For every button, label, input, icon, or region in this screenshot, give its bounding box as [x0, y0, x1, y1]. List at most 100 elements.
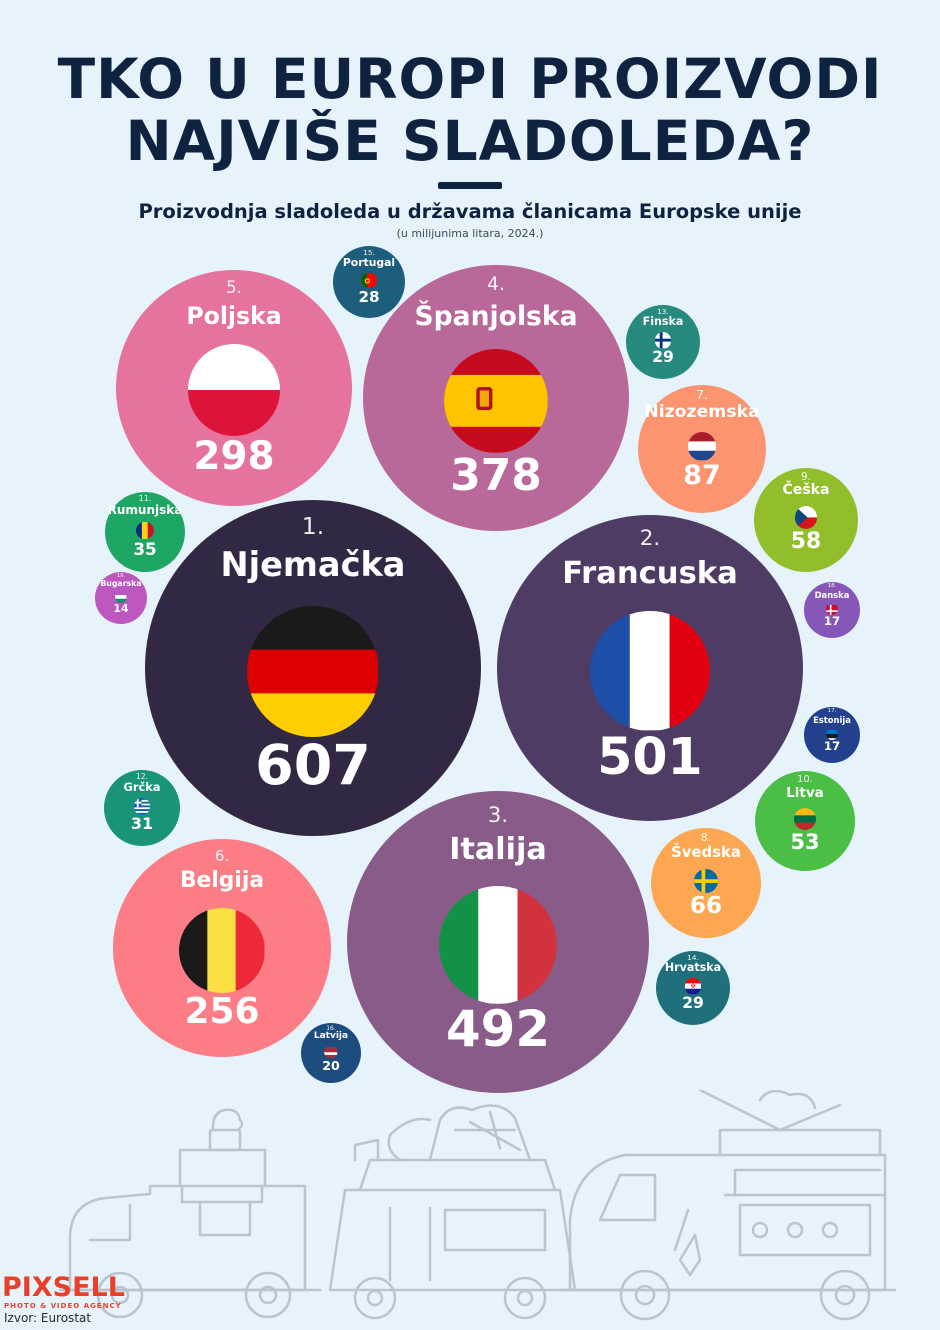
bubble-rank: 19. — [116, 573, 126, 580]
bubble-country-name: Hrvatska — [664, 960, 722, 974]
bubble-rank: 10. — [797, 773, 813, 785]
chart-subtitle: Proizvodnja sladoleda u državama članica… — [138, 200, 802, 223]
unit-note: (u milijunima litara, 2024.) — [396, 227, 544, 240]
bubble-country-name: Češka — [782, 482, 830, 499]
bubble-rank: 9. — [801, 470, 811, 483]
bubble-country-name: Njemačka — [220, 545, 406, 585]
bubble-rank: 3. — [487, 801, 509, 827]
bubble-value: 501 — [597, 727, 703, 787]
bubble-value: 607 — [255, 733, 371, 798]
bubble-value: 35 — [133, 538, 157, 559]
bubble-value: 256 — [184, 990, 260, 1032]
flag-hr-icon — [684, 978, 702, 995]
bubble-value: 29 — [652, 348, 674, 367]
title-line-2: NAJVIŠE SLADOLEDA? — [125, 109, 815, 173]
bubble-country-name: Nizozemska — [644, 402, 760, 423]
bubble-value: 492 — [445, 1000, 550, 1059]
bubble-es: 4. Španjolska 378 — [363, 265, 629, 531]
bubble-country-name: Italija — [449, 831, 547, 867]
bubble-hr: 14. Hrvatska 29 — [656, 951, 730, 1025]
flag-fi-icon — [654, 332, 672, 349]
bubble-rank: 16. — [326, 1024, 336, 1032]
flag-es-icon — [444, 348, 548, 453]
bubble-be: 6. Belgija 256 — [113, 839, 331, 1057]
bubble-country-name: Švedska — [671, 842, 741, 861]
bubble-value: 28 — [358, 287, 380, 306]
bubble-rank: 14. — [687, 952, 699, 962]
bubble-value: 378 — [450, 449, 542, 501]
flag-it-icon — [439, 886, 557, 1004]
flag-ee-icon — [825, 728, 839, 741]
bubble-country-name: Rumunjska — [107, 502, 183, 517]
flag-lt-icon — [794, 808, 816, 830]
bubble-country-name: Estonija — [813, 714, 851, 725]
bubble-rank: 15. — [363, 247, 375, 257]
ice-cream-trucks-illustration — [58, 1090, 897, 1321]
bubble-country-name: Portugal — [342, 255, 396, 269]
flag-pt-icon — [361, 272, 377, 289]
brand-tagline: PHOTO & VIDEO AGENCY — [4, 1302, 122, 1310]
bubble-lv: 16. Latvija 20 — [301, 1023, 361, 1083]
bubble-value: 298 — [193, 433, 275, 479]
bubble-rank: 13. — [657, 306, 669, 316]
bubble-country-name: Bugarska — [100, 579, 142, 589]
flag-fr-icon — [590, 611, 710, 731]
flag-gr-icon — [133, 798, 151, 815]
bubble-value: 87 — [683, 460, 721, 492]
bubble-rank: 12. — [135, 771, 149, 781]
bubble-rank: 7. — [695, 388, 709, 404]
flag-ro-icon — [136, 521, 154, 540]
ice-cream-truck-middle-icon — [328, 1104, 577, 1320]
bubble-value: 17 — [823, 739, 841, 754]
brand-logo: PIXSELL PHOTO & VIDEO AGENCY — [2, 1272, 125, 1311]
flag-nl-icon — [687, 432, 717, 461]
bubble-value: 20 — [322, 1057, 340, 1073]
bubble-value: 53 — [790, 830, 820, 854]
bubble-rank: 5. — [226, 278, 242, 298]
bubble-country-name: Latvija — [313, 1031, 349, 1042]
bubble-ee: 17. Estonija 17 — [804, 707, 860, 763]
bubble-cz: 9. Češka 58 — [754, 468, 858, 572]
title-divider — [438, 182, 502, 189]
bubble-country-name: Danska — [814, 589, 850, 600]
bubble-lt: 10. Litva 53 — [755, 771, 855, 871]
bubble-rank: 11. — [138, 494, 152, 503]
bubble-fr: 2. Francuska 501 — [497, 515, 803, 821]
page-title: TKO U EUROPI PROIZVODI NAJVIŠE SLADOLEDA… — [0, 48, 940, 172]
bubble-pt: 15. Portugal 28 — [333, 246, 405, 318]
bubble-country-name: Grčka — [123, 780, 161, 795]
bubble-value: 17 — [823, 614, 841, 629]
bubble-value: 31 — [130, 814, 154, 834]
bubble-rank: 8. — [700, 830, 712, 844]
flag-dk-icon — [825, 603, 839, 616]
bubble-rank: 17. — [827, 708, 837, 715]
bubble-rank: 6. — [214, 846, 230, 865]
bubble-country-name: Francuska — [562, 556, 738, 592]
title-line-1: TKO U EUROPI PROIZVODI — [57, 47, 883, 111]
bubble-gr: 12. Grčka 31 — [104, 770, 180, 846]
bubble-nl: 7. Nizozemska 87 — [638, 385, 766, 513]
bubble-ro: 11. Rumunjska 35 — [105, 492, 185, 572]
bubble-bg: 19. Bugarska 14 — [95, 572, 147, 624]
flag-bg-icon — [115, 591, 127, 603]
bubble-rank: 2. — [639, 525, 661, 551]
bubble-country-name: Poljska — [186, 301, 282, 330]
source-note: Izvor: Eurostat — [4, 1311, 92, 1325]
bubble-value: 58 — [790, 529, 822, 555]
bubble-value: 29 — [682, 994, 704, 1013]
bubble-pl: 5. Poljska 298 — [116, 270, 352, 506]
brand-name: PIXSELL — [2, 1272, 125, 1303]
flag-cz-icon — [794, 506, 818, 530]
bubble-country-name: Španjolska — [414, 300, 578, 332]
bubble-rank: 4. — [487, 274, 505, 296]
bubble-de: 1. Njemačka 607 — [145, 500, 481, 836]
bubble-value: 14 — [113, 601, 129, 615]
bubble-rank: 1. — [301, 511, 325, 540]
bubble-country-name: Belgija — [179, 868, 265, 894]
bubble-se: 8. Švedska 66 — [651, 828, 761, 938]
bubble-country-name: Finska — [642, 314, 684, 328]
flag-be-icon — [179, 907, 265, 993]
flag-se-icon — [693, 868, 719, 893]
bubble-country-name: Litva — [786, 784, 824, 801]
